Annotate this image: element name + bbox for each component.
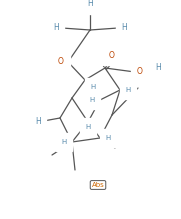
Text: H: H: [125, 87, 131, 93]
Text: H: H: [155, 64, 161, 72]
Text: H: H: [53, 23, 59, 32]
Text: H: H: [87, 0, 93, 9]
Text: Abs: Abs: [92, 182, 104, 188]
Text: O: O: [58, 58, 64, 67]
Text: H: H: [121, 23, 127, 32]
Text: O: O: [137, 67, 143, 76]
Text: H: H: [35, 118, 41, 127]
Text: H: H: [61, 139, 67, 145]
Text: O: O: [109, 51, 115, 60]
Text: H: H: [90, 84, 96, 90]
Text: H: H: [89, 97, 95, 103]
Text: H: H: [105, 135, 111, 141]
Text: H: H: [85, 124, 91, 130]
